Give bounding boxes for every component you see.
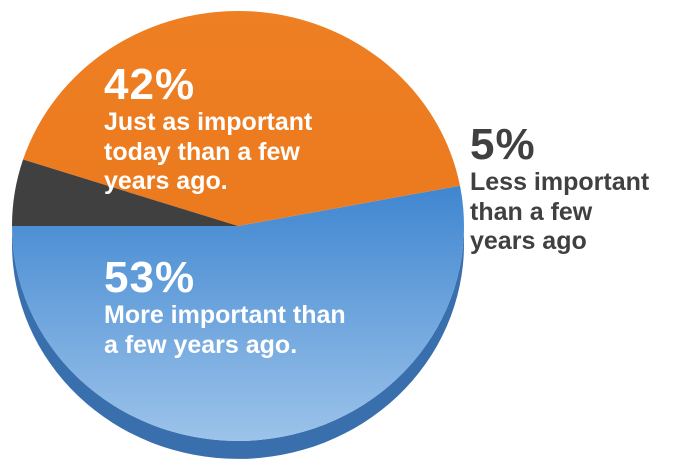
slice-label-53: 53% More important than a few years ago. (104, 253, 346, 360)
pie-slice-5 (12, 159, 238, 226)
pie-slice-53 (12, 185, 464, 441)
slice-percent-5: 5% (470, 120, 536, 169)
slice-percent-42: 42% (104, 60, 196, 109)
pie-slices (12, 10, 464, 441)
slice-percent-53: 53% (104, 253, 196, 302)
slice-label-42: 42% Just as important today than a few y… (104, 60, 313, 197)
slice-description-5: Less important than a few years ago (470, 168, 650, 256)
slice-label-5: 5% Less important than a few years ago (470, 120, 650, 257)
slice-description-42: Just as important today than a few years… (104, 108, 313, 196)
pie-slice-42 (23, 10, 460, 226)
slice-description-53: More important than a few years ago. (104, 301, 346, 359)
